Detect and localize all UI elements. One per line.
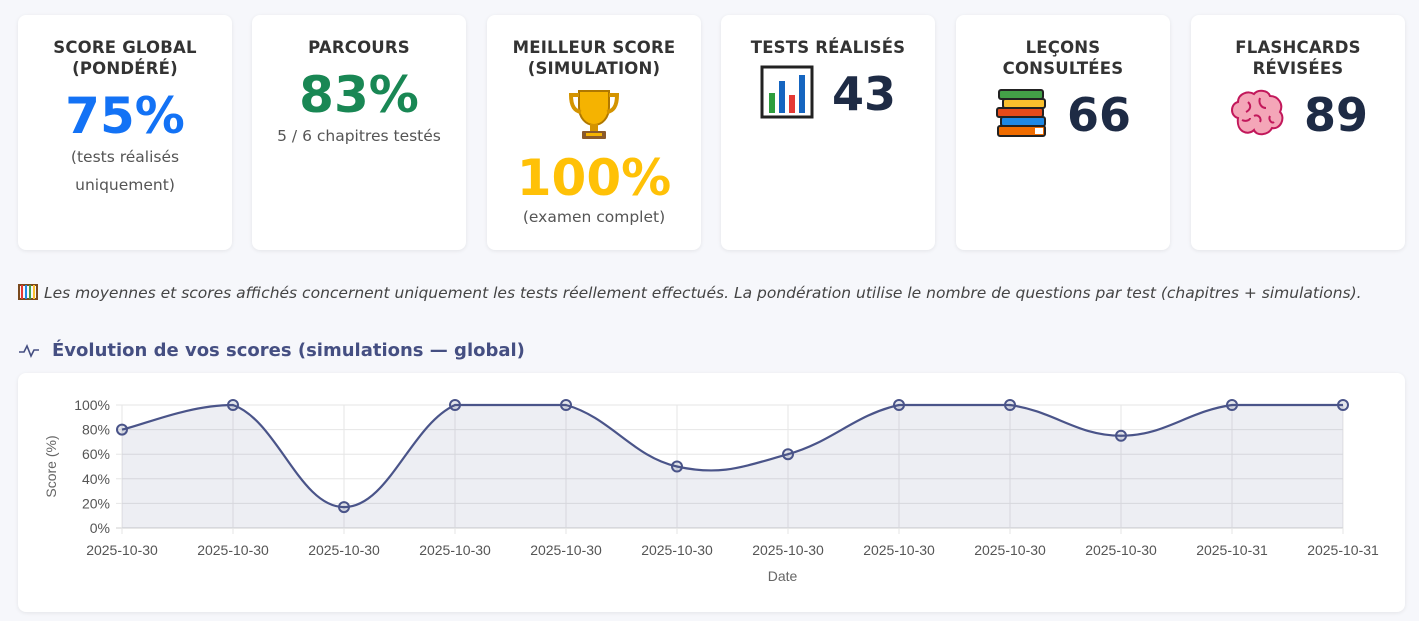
series-area <box>122 405 1343 528</box>
bar-chart-icon <box>760 65 814 123</box>
card-tests: Tests réalisés 43 <box>721 15 935 250</box>
score-chart-card: 0% 20% 40% 60% 80% 100% 2025-10-30 2025-10-30 20… <box>18 373 1405 612</box>
pulse-icon <box>19 343 39 358</box>
x-tick-label: 2025-10-30 <box>308 542 380 558</box>
data-point <box>227 399 239 411</box>
x-tick-label: 2025-10-30 <box>974 542 1046 558</box>
flashcards-value: 89 <box>1303 88 1368 142</box>
data-point <box>116 423 128 436</box>
tests-value: 43 <box>831 67 896 121</box>
data-point <box>1337 399 1349 411</box>
y-axis-title: Score (%) <box>43 435 59 497</box>
y-tick-label: 80% <box>82 422 110 438</box>
data-point <box>449 399 461 411</box>
chart-section-title: Évolution de vos scores (simulations — g… <box>18 340 525 361</box>
y-tick-label: 20% <box>82 495 110 511</box>
card-global-score: Score global (pondéré) 75% (tests réalis… <box>18 15 232 250</box>
card-title: Parcours <box>308 38 410 57</box>
card-title: Score global (pondéré) <box>53 38 197 78</box>
card-title: Flashcards révisées <box>1235 38 1361 78</box>
data-point <box>671 460 683 473</box>
x-tick-label: 2025-10-30 <box>641 542 713 558</box>
parcours-note: 5 / 6 chapitres testés <box>277 127 441 145</box>
data-point <box>1004 399 1016 411</box>
card-title: Leçons consultées <box>1002 38 1124 78</box>
books-icon <box>995 86 1049 144</box>
parcours-value: 83% <box>299 66 419 124</box>
x-tick-label: 2025-10-30 <box>530 542 602 558</box>
global-score-note-line2: uniquement) <box>75 176 175 194</box>
data-point <box>560 399 572 411</box>
data-point <box>338 501 350 514</box>
info-note: Les moyennes et scores affichés concerne… <box>18 284 1408 302</box>
global-score-value: 75% <box>65 87 185 145</box>
card-best-score: Meilleur score (simulation) 100% (examen… <box>487 15 701 250</box>
y-tick-label: 40% <box>82 471 110 487</box>
data-point <box>782 448 794 461</box>
abacus-icon <box>18 284 38 300</box>
card-title: Tests réalisés <box>750 38 906 57</box>
brain-icon <box>1228 88 1286 142</box>
x-tick-label: 2025-10-30 <box>197 542 269 558</box>
x-tick-label: 2025-10-30 <box>86 542 158 558</box>
trophy-icon <box>487 85 701 143</box>
data-point <box>1115 429 1127 442</box>
x-tick-label: 2025-10-30 <box>863 542 935 558</box>
card-lessons: Leçons consultées 66 <box>956 15 1170 250</box>
y-tick-label: 100% <box>74 397 110 413</box>
info-note-text: Les moyennes et scores affichés concerne… <box>44 284 1362 302</box>
score-chart: 0% 20% 40% 60% 80% 100% 2025-10-30 2025-10-30 20… <box>43 397 1379 584</box>
best-score-note: (examen complet) <box>522 208 666 226</box>
x-axis-title: Date <box>768 568 798 584</box>
card-title: Meilleur score (simulation) <box>512 38 676 78</box>
x-tick-label: 2025-10-31 <box>1196 542 1268 558</box>
data-point <box>1226 399 1238 411</box>
lessons-value: 66 <box>1066 88 1131 142</box>
chart-section-title-text: Évolution de vos scores (simulations — g… <box>52 340 525 361</box>
x-tick-label: 2025-10-30 <box>752 542 824 558</box>
y-tick-label: 60% <box>82 446 110 462</box>
best-score-value: 100% <box>516 149 672 207</box>
x-tick-label: 2025-10-31 <box>1307 542 1379 558</box>
y-tick-label: 0% <box>90 520 110 536</box>
data-point <box>893 399 905 411</box>
x-tick-label: 2025-10-30 <box>419 542 491 558</box>
card-flashcards: Flashcards révisées 89 <box>1191 15 1405 250</box>
card-parcours: Parcours 83% 5 / 6 chapitres testés <box>252 15 466 250</box>
global-score-note-line1: (tests réalisés <box>70 148 180 166</box>
x-tick-label: 2025-10-30 <box>1085 542 1157 558</box>
stats-cards: Score global (pondéré) 75% (tests réalis… <box>18 15 1405 250</box>
